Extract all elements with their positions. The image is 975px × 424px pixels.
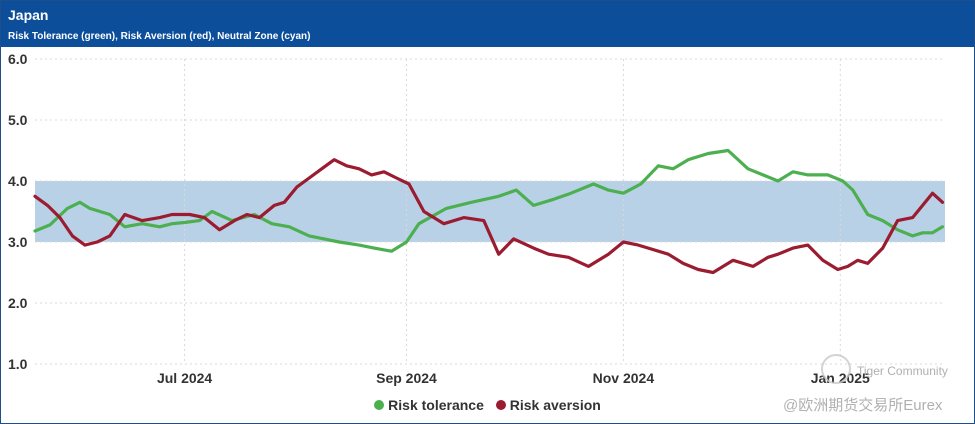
watermark-author: @欧洲期货交易所Eurex [783,397,943,414]
line-chart: 1.0 2.0 3.0 4.0 5.0 6.0 Jul 2024 Sep 2024 Nov 20… [8,51,945,386]
legend-dot-icon [374,400,385,411]
risk-aversion-line [33,158,945,275]
y-tick-label: 5.0 [8,112,28,128]
legend-item-risk-tolerance[interactable]: Risk tolerance [374,397,484,413]
legend-label: Risk aversion [509,397,601,413]
risk-tolerance-line [33,148,945,253]
y-tick-label: 2.0 [8,295,28,311]
watermark-community: Tiger Community [857,364,948,378]
legend-dot-icon [495,400,506,411]
chart-legend: Risk tolerance Risk aversion [1,397,974,413]
x-tick-label: Nov 2024 [593,370,655,386]
x-tick-label: Jul 2024 [157,370,212,386]
chart-header: Japan Risk Tolerance (green), Risk Avers… [1,1,974,47]
x-tick-label: Sep 2024 [376,370,437,386]
y-tick-label: 4.0 [8,173,28,189]
chart-title: Japan [8,7,49,23]
legend-item-risk-aversion[interactable]: Risk aversion [495,397,601,413]
y-tick-label: 1.0 [8,356,28,372]
tiger-logo-icon [821,354,851,384]
chart-subtitle: Risk Tolerance (green), Risk Aversion (r… [8,31,311,42]
y-tick-label: 3.0 [8,234,28,250]
y-tick-label: 6.0 [8,51,28,67]
legend-label: Risk tolerance [388,397,484,413]
